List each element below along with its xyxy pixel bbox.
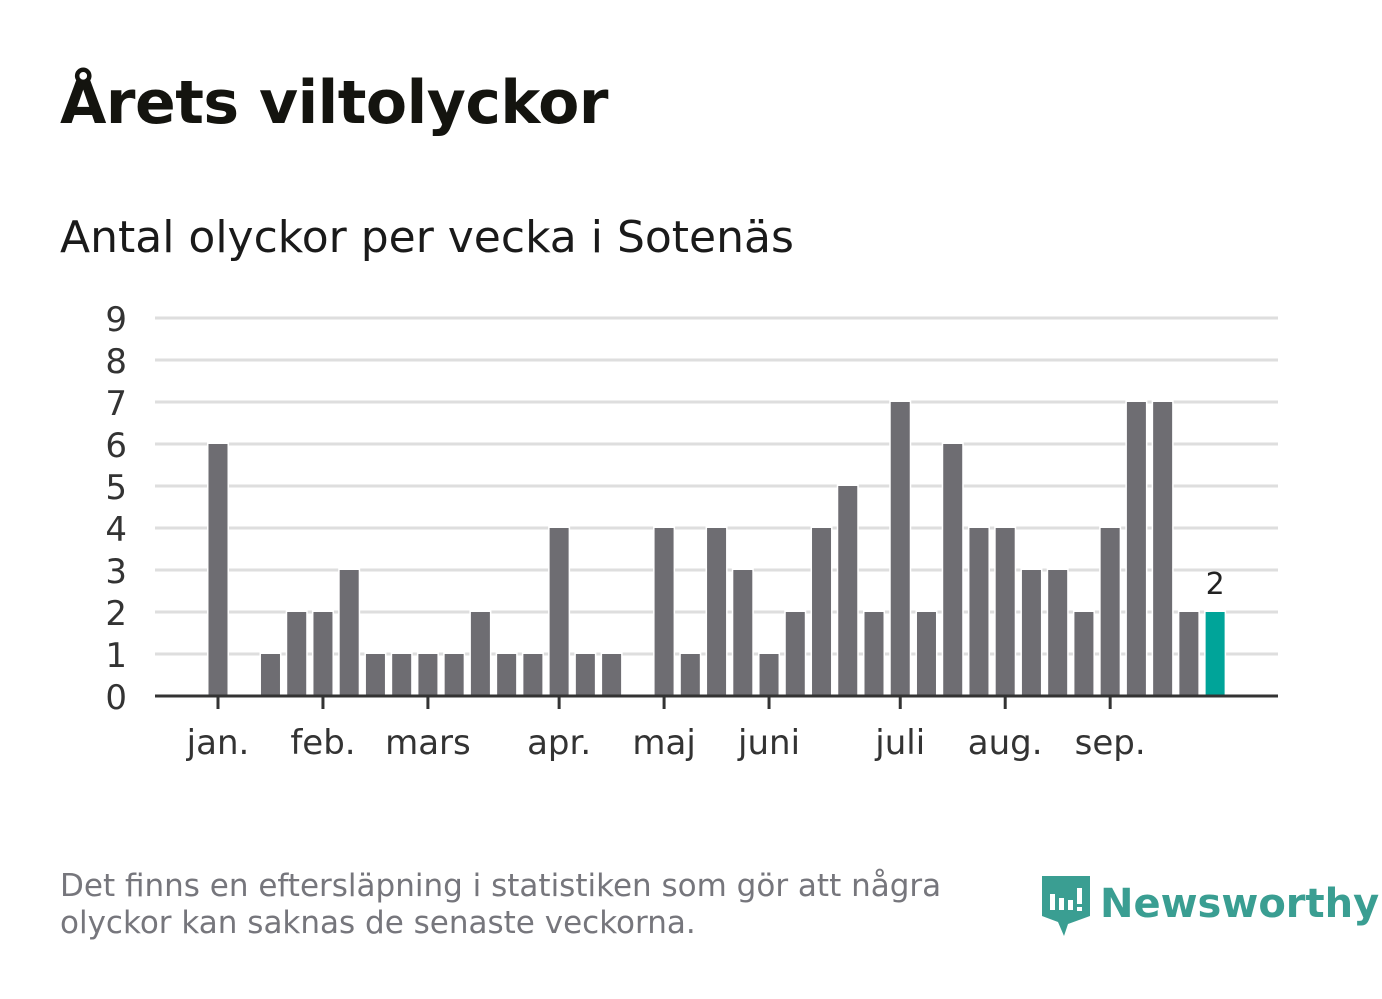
bar	[836, 484, 859, 698]
bar	[1125, 400, 1148, 698]
bar-value-label: 2	[1206, 567, 1225, 602]
y-tick-label: 0	[105, 678, 127, 718]
y-tick-label: 7	[105, 384, 127, 424]
bar	[548, 526, 571, 698]
y-tick-label: 6	[105, 426, 127, 466]
bar	[285, 610, 308, 698]
bar	[863, 610, 885, 698]
bar	[1020, 568, 1043, 698]
bar	[915, 610, 938, 698]
y-tick-label: 5	[105, 468, 127, 508]
bar	[259, 652, 282, 698]
bar	[994, 526, 1017, 698]
bar	[653, 526, 676, 698]
bar	[311, 610, 334, 698]
bar	[967, 526, 990, 698]
x-tick-label: aug.	[968, 723, 1043, 763]
bar	[1151, 400, 1174, 698]
bar	[889, 400, 912, 698]
y-tick-label: 3	[105, 552, 127, 592]
chart-subtitle: Antal olyckor per vecka i Sotenäs	[60, 212, 794, 263]
x-tick-label: juni	[737, 723, 800, 763]
bar	[941, 442, 964, 698]
bar	[679, 652, 702, 698]
bar	[810, 526, 833, 698]
y-tick-label: 8	[105, 342, 127, 382]
y-tick-label: 4	[105, 510, 127, 550]
x-tick-label: feb.	[290, 723, 355, 763]
highlighted-bar	[1204, 610, 1227, 698]
bar	[731, 568, 754, 698]
bar	[1072, 610, 1095, 698]
chart-title: Årets viltolyckor	[60, 68, 609, 138]
bar	[416, 652, 439, 698]
bar	[1046, 568, 1069, 698]
y-tick-label: 1	[105, 636, 127, 676]
newsworthy-logo-text: Newsworthy	[1100, 881, 1380, 927]
bar	[521, 652, 544, 698]
x-tick-label: apr.	[527, 723, 591, 763]
newsworthy-logo-icon	[1042, 876, 1090, 936]
bar	[574, 652, 597, 698]
footnote: Det finns en eftersläpning i statistiken…	[60, 868, 942, 941]
bar	[758, 652, 781, 698]
bar	[207, 442, 229, 698]
bar	[364, 652, 387, 698]
y-tick-label: 9	[105, 300, 127, 340]
bar	[705, 526, 728, 698]
bar	[1177, 610, 1200, 698]
bar	[443, 652, 466, 698]
bar	[784, 610, 807, 698]
bar	[338, 568, 361, 698]
newsworthy-logo: Newsworthy	[1040, 872, 1379, 936]
x-tick-label: juli	[874, 723, 925, 763]
y-tick-label: 2	[105, 594, 127, 634]
x-tick-label: sep.	[1075, 723, 1146, 763]
x-tick-label: mars	[385, 723, 471, 763]
x-tick-label: maj	[632, 723, 695, 763]
bar	[600, 652, 623, 698]
bar	[469, 610, 492, 698]
bar	[390, 652, 413, 698]
x-tick-label: jan.	[186, 723, 250, 763]
bar	[1099, 526, 1122, 698]
bar	[495, 652, 518, 698]
